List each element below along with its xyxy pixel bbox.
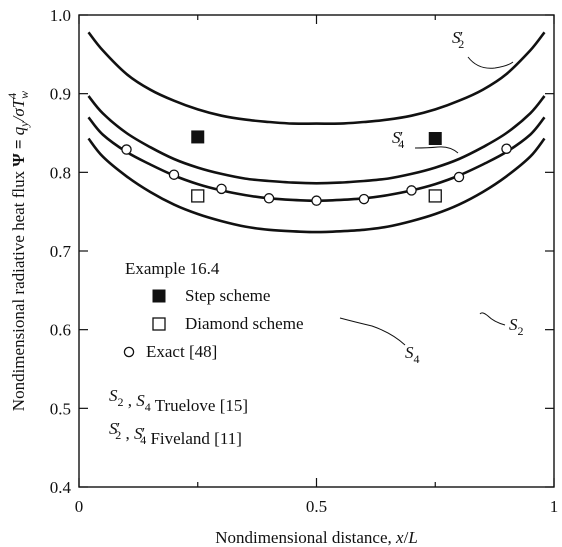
legend-diamond-scheme-label: Diamond scheme bbox=[185, 314, 304, 333]
legend-fiveland-note: S′2 , S′4 Fiveland [11] bbox=[109, 419, 242, 448]
exact-point bbox=[453, 171, 465, 183]
leader-s4 bbox=[339, 317, 406, 346]
curve-s2 bbox=[87, 137, 546, 234]
label-s4-prime: S′4 bbox=[392, 128, 404, 151]
curve-s2-prime bbox=[87, 31, 546, 125]
markers bbox=[121, 130, 512, 206]
step-scheme-point bbox=[191, 130, 205, 144]
legend-step-scheme-label: Step scheme bbox=[185, 286, 270, 305]
x-tick-label: 0.5 bbox=[306, 497, 327, 516]
y-tick-label: 0.9 bbox=[50, 85, 71, 104]
exact-point bbox=[168, 169, 180, 180]
leader-s2-prime bbox=[467, 56, 514, 69]
legend-exact-marker bbox=[123, 346, 135, 358]
x-tick-label: 1 bbox=[550, 497, 559, 516]
leader-s2 bbox=[479, 312, 506, 326]
legend-step-scheme-marker bbox=[152, 289, 166, 303]
curve-s4-prime bbox=[87, 95, 546, 185]
legend: Example 16.4 Step scheme Diamond scheme Exa… bbox=[109, 259, 304, 448]
exact-point bbox=[263, 193, 275, 204]
label-s4: S4 bbox=[405, 343, 420, 366]
legend-diamond-scheme-marker bbox=[152, 317, 166, 331]
axes: 0.4 0.5 0.6 0.7 0.8 0.9 1.0 0 0.5 1 Nondimensional… bbox=[5, 6, 558, 547]
y-tick-label: 1.0 bbox=[50, 6, 71, 25]
label-s2-prime: S′2 bbox=[452, 28, 464, 51]
x-axis-title: Nondimensional distance, x/L bbox=[215, 528, 418, 547]
diamond-scheme-point bbox=[191, 189, 205, 203]
y-axis-title: Nondimensional radiative heat flux Ψ = q… bbox=[5, 91, 31, 411]
plot-frame bbox=[78, 14, 555, 488]
exact-point bbox=[501, 143, 512, 154]
y-tick-label: 0.7 bbox=[50, 242, 72, 261]
legend-title: Example 16.4 bbox=[125, 259, 220, 278]
exact-point bbox=[358, 193, 370, 205]
curve-s4 bbox=[87, 116, 546, 203]
legend-truelove-note: S2 , S4 Truelove [15] bbox=[109, 386, 248, 415]
diamond-scheme-point bbox=[428, 189, 442, 203]
y-tick-label: 0.4 bbox=[50, 478, 72, 497]
exact-point bbox=[406, 185, 417, 196]
step-scheme-point bbox=[428, 132, 442, 146]
exact-point bbox=[121, 144, 132, 155]
label-s2: S2 bbox=[509, 315, 524, 338]
y-tick-label: 0.6 bbox=[50, 321, 71, 340]
y-tick-label: 0.8 bbox=[50, 163, 71, 182]
y-tick-label: 0.5 bbox=[50, 399, 71, 418]
x-tick-label: 0 bbox=[75, 497, 84, 516]
leader-s4-prime bbox=[414, 146, 459, 154]
curve-labels: S′2 S′4 S2 S4 bbox=[339, 28, 524, 366]
legend-exact-label: Exact [48] bbox=[146, 342, 217, 361]
exact-point bbox=[311, 195, 322, 206]
exact-point bbox=[216, 183, 227, 195]
